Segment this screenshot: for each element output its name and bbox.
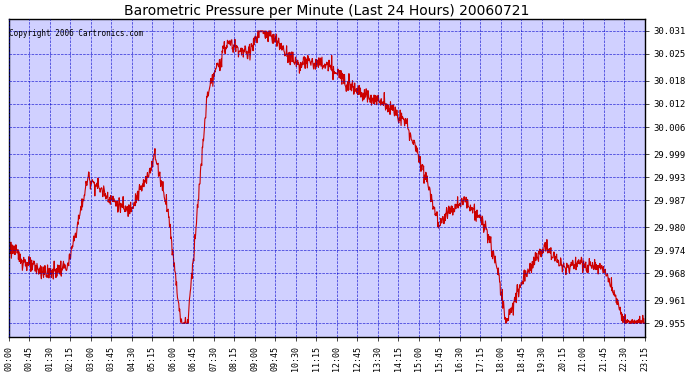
Title: Barometric Pressure per Minute (Last 24 Hours) 20060721: Barometric Pressure per Minute (Last 24 …: [124, 4, 529, 18]
Text: Copyright 2006 Cartronics.com: Copyright 2006 Cartronics.com: [9, 29, 144, 38]
